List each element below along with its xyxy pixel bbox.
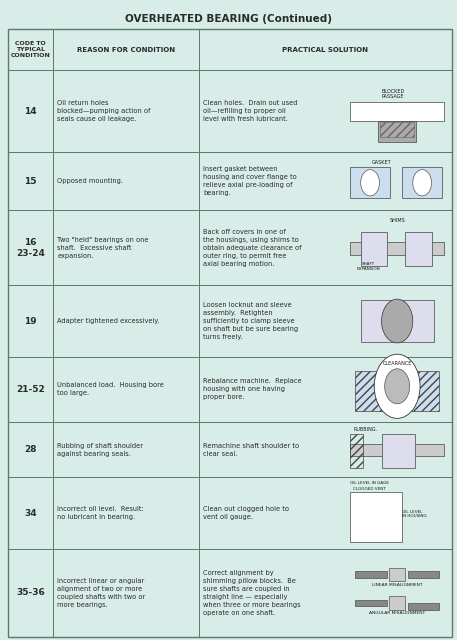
Text: Correct alignment by
shimming pillow blocks.  Be
sure shafts are coupled in
stra: Correct alignment by shimming pillow blo… <box>203 570 301 616</box>
Bar <box>389 568 405 581</box>
Text: 34: 34 <box>24 509 37 518</box>
Bar <box>356 600 387 606</box>
Bar <box>199 211 452 285</box>
Bar <box>53 357 199 422</box>
Bar <box>350 242 444 255</box>
Bar <box>53 285 199 357</box>
Text: 28: 28 <box>24 445 37 454</box>
Bar <box>53 29 199 70</box>
Bar <box>350 444 444 456</box>
Text: Rebalance machine.  Replace
housing with one having
proper bore.: Rebalance machine. Replace housing with … <box>203 378 302 401</box>
Text: 14: 14 <box>24 107 37 116</box>
Bar <box>8 152 53 211</box>
Text: OIL LEVEL IN GAGE: OIL LEVEL IN GAGE <box>350 481 389 486</box>
Bar <box>408 571 439 578</box>
Text: CODE TO
TYPICAL
CONDITION: CODE TO TYPICAL CONDITION <box>11 42 50 58</box>
Bar <box>8 70 53 152</box>
Bar <box>408 603 439 610</box>
Text: ANGULAR MISALIGNMENT: ANGULAR MISALIGNMENT <box>369 611 425 616</box>
Bar <box>389 596 405 610</box>
Text: Remachine shaft shoulder to
clear seal.: Remachine shaft shoulder to clear seal. <box>203 443 299 456</box>
Circle shape <box>385 369 409 404</box>
Bar <box>53 211 199 285</box>
Text: Adapter tightened excessively.: Adapter tightened excessively. <box>57 318 159 324</box>
Circle shape <box>374 354 420 419</box>
Text: Rubbing of shaft shoulder
against bearing seals.: Rubbing of shaft shoulder against bearin… <box>57 443 143 456</box>
Text: 21-52: 21-52 <box>16 385 45 394</box>
Bar <box>350 102 444 121</box>
Text: 15: 15 <box>24 177 37 186</box>
Text: Oil return holes
blocked—pumping action of
seals cause oil leakage.: Oil return holes blocked—pumping action … <box>57 100 150 122</box>
Circle shape <box>382 299 413 343</box>
Bar <box>53 70 199 152</box>
Bar <box>53 549 199 637</box>
Text: Two "held" bearings on one
shaft.  Excessive shaft
expansion.: Two "held" bearings on one shaft. Excess… <box>57 237 149 259</box>
Text: Opposed mounting.: Opposed mounting. <box>57 178 123 184</box>
Text: SHAFT
EXPANSION: SHAFT EXPANSION <box>356 262 380 271</box>
Text: CLEARANCE: CLEARANCE <box>383 362 412 366</box>
Circle shape <box>361 170 379 196</box>
Text: CLOGGED VENT: CLOGGED VENT <box>353 487 386 491</box>
Bar <box>405 232 431 266</box>
Bar <box>53 477 199 549</box>
Text: Clean out clogged hole to
vent oil gauge.: Clean out clogged hole to vent oil gauge… <box>203 506 289 520</box>
Text: Loosen locknut and sleeve
assembly.  Retighten
sufficiently to clamp sleeve
on s: Loosen locknut and sleeve assembly. Reti… <box>203 302 298 340</box>
Text: Clean holes.  Drain out used
oil—refilling to proper oil
level with fresh lubric: Clean holes. Drain out used oil—refillin… <box>203 100 298 122</box>
Bar <box>8 285 53 357</box>
Bar <box>402 167 442 198</box>
Text: Incorrect linear or angular
alignment of two or more
coupled shafts with two or
: Incorrect linear or angular alignment of… <box>57 578 145 608</box>
Text: OVERHEATED BEARING (Continued): OVERHEATED BEARING (Continued) <box>125 14 332 24</box>
Text: Insert gasket between
housing and cover flange to
relieve axial pre-loading of
b: Insert gasket between housing and cover … <box>203 166 297 196</box>
Text: Back off covers in one of
the housings, using shims to
obtain adequate clearance: Back off covers in one of the housings, … <box>203 229 302 267</box>
Text: SHIMS: SHIMS <box>389 218 405 223</box>
Text: Unbalanced load.  Housing bore
too large.: Unbalanced load. Housing bore too large. <box>57 383 164 396</box>
Bar <box>356 571 387 578</box>
Bar <box>350 167 390 198</box>
Bar <box>361 300 434 342</box>
Text: REASON FOR CONDITION: REASON FOR CONDITION <box>77 47 175 52</box>
Bar <box>199 549 452 637</box>
Bar <box>380 122 414 137</box>
Bar <box>8 422 53 477</box>
Bar <box>8 549 53 637</box>
Bar <box>199 285 452 357</box>
Text: 35-36: 35-36 <box>16 588 45 597</box>
Bar <box>382 434 415 468</box>
Bar <box>199 422 452 477</box>
Bar <box>199 477 452 549</box>
Circle shape <box>413 170 431 196</box>
Bar <box>350 492 402 542</box>
Bar <box>8 211 53 285</box>
Text: GASKET: GASKET <box>372 160 391 164</box>
Bar <box>53 152 199 211</box>
Bar <box>199 357 452 422</box>
Text: PRACTICAL SOLUTION: PRACTICAL SOLUTION <box>282 47 368 52</box>
Bar <box>378 121 416 142</box>
Text: BLOCKED
PASSAGE: BLOCKED PASSAGE <box>382 88 405 99</box>
Bar <box>53 422 199 477</box>
Bar <box>361 232 387 266</box>
Text: 16
23-24: 16 23-24 <box>16 238 45 257</box>
Bar <box>199 29 452 70</box>
Bar <box>356 371 439 412</box>
Bar <box>199 152 452 211</box>
Bar <box>8 357 53 422</box>
Text: RUBBING.: RUBBING. <box>353 427 377 432</box>
Text: LINEAR MISALIGNMENT: LINEAR MISALIGNMENT <box>372 583 422 587</box>
Text: Incorrect oil level.  Result:
no lubricant in bearing.: Incorrect oil level. Result: no lubrican… <box>57 506 144 520</box>
Text: OIL LEVEL
IN HOUSING: OIL LEVEL IN HOUSING <box>402 509 427 518</box>
Bar <box>8 477 53 549</box>
Bar <box>8 29 53 70</box>
Bar <box>350 434 363 468</box>
Bar <box>199 70 452 152</box>
Text: 19: 19 <box>24 317 37 326</box>
